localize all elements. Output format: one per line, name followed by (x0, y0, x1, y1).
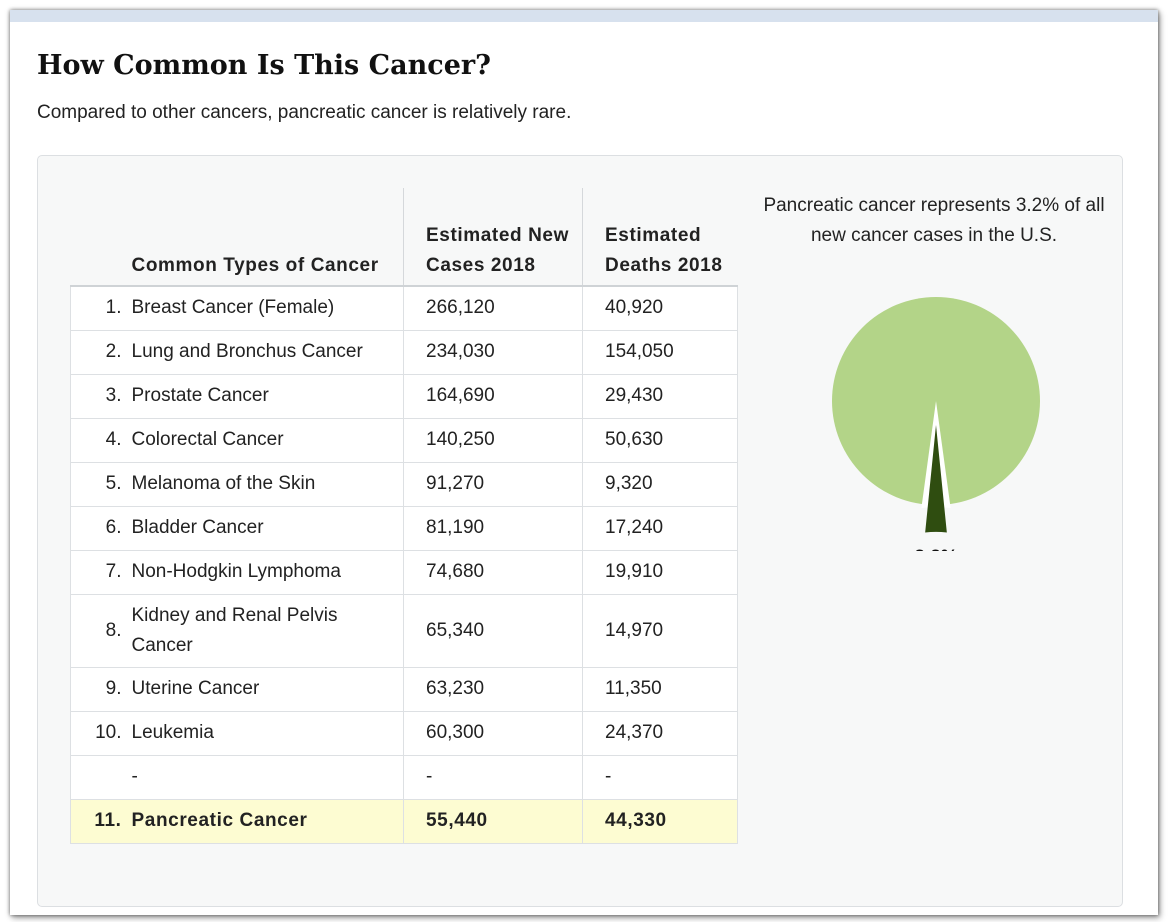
row-deaths: 24,370 (582, 710, 738, 756)
row-cancer-type: - (129, 754, 404, 800)
row-cancer-type: Melanoma of the Skin (129, 461, 404, 507)
row-new-cases: 234,030 (403, 329, 583, 375)
row-deaths: 154,050 (582, 329, 738, 375)
row-new-cases: 81,190 (403, 505, 583, 551)
row-new-cases: 55,440 (403, 798, 583, 844)
row-new-cases: 164,690 (403, 373, 583, 419)
section-subtitle: Compared to other cancers, pancreatic ca… (37, 102, 572, 123)
row-cancer-type: Bladder Cancer (129, 505, 404, 551)
row-new-cases: 63,230 (403, 666, 583, 712)
row-cancer-type: Uterine Cancer (129, 666, 404, 712)
row-new-cases: 74,680 (403, 549, 583, 595)
row-rank: 7. (70, 549, 130, 595)
table-row: 1. Breast Cancer (Female) 266,120 40,920 (70, 285, 738, 331)
header-rank (70, 188, 130, 287)
header-deaths: Estimated Deaths 2018 (582, 188, 738, 287)
row-new-cases: 65,340 (403, 593, 583, 668)
table-row: 9. Uterine Cancer 63,230 11,350 (70, 666, 738, 712)
pie-chart-container: Pancreatic cancer represents 3.2% of all… (760, 191, 1108, 551)
page-frame: How Common Is This Cancer? Compared to o… (10, 10, 1158, 915)
header-new-cases: Estimated New Cases 2018 (403, 188, 583, 287)
row-deaths: 19,910 (582, 549, 738, 595)
row-cancer-type: Kidney and Renal Pelvis Cancer (129, 593, 404, 668)
row-cancer-type: Lung and Bronchus Cancer (129, 329, 404, 375)
row-deaths: - (582, 754, 738, 800)
row-cancer-type: Leukemia (129, 710, 404, 756)
row-new-cases: 140,250 (403, 417, 583, 463)
chart-caption: Pancreatic cancer represents 3.2% of all… (763, 195, 1105, 246)
table-row: 5. Melanoma of the Skin 91,270 9,320 (70, 461, 738, 507)
row-new-cases: 60,300 (403, 710, 583, 756)
row-deaths: 44,330 (582, 798, 738, 844)
table-row: 7. Non-Hodgkin Lymphoma 74,680 19,910 (70, 549, 738, 595)
table-row: 8. Kidney and Renal Pelvis Cancer 65,340… (70, 593, 738, 668)
row-new-cases: 266,120 (403, 285, 583, 331)
top-strip (10, 10, 1158, 22)
table-row: 4. Colorectal Cancer 140,250 50,630 (70, 417, 738, 463)
row-cancer-type: Prostate Cancer (129, 373, 404, 419)
row-cancer-type: Breast Cancer (Female) (129, 285, 404, 331)
row-rank: 8. (70, 593, 130, 668)
row-deaths: 11,350 (582, 666, 738, 712)
table-row: 3. Prostate Cancer 164,690 29,430 (70, 373, 738, 419)
pie-slice-pancreatic (925, 425, 947, 533)
statistics-panel: Common Types of Cancer Estimated New Cas… (37, 155, 1123, 907)
row-rank: 6. (70, 505, 130, 551)
row-deaths: 50,630 (582, 417, 738, 463)
row-new-cases: - (403, 754, 583, 800)
row-cancer-type: Pancreatic Cancer (129, 798, 404, 844)
header-cancer-type: Common Types of Cancer (129, 188, 404, 287)
row-rank: 4. (70, 417, 130, 463)
row-deaths: 17,240 (582, 505, 738, 551)
table-header-row: Common Types of Cancer Estimated New Cas… (70, 188, 738, 287)
table-row: 10. Leukemia 60,300 24,370 (70, 710, 738, 756)
table-row: 6. Bladder Cancer 81,190 17,240 (70, 505, 738, 551)
row-rank: 11. (70, 798, 130, 844)
pie-chart: 3.2% (832, 297, 1040, 551)
row-deaths: 9,320 (582, 461, 738, 507)
pie-slice-label: 3.2% (914, 547, 957, 551)
table-row-highlighted: 11. Pancreatic Cancer 55,440 44,330 (70, 798, 738, 844)
table-row-separator: - - - (70, 754, 738, 800)
row-deaths: 14,970 (582, 593, 738, 668)
row-cancer-type: Colorectal Cancer (129, 417, 404, 463)
row-rank: 5. (70, 461, 130, 507)
row-rank (70, 754, 130, 800)
row-deaths: 29,430 (582, 373, 738, 419)
row-deaths: 40,920 (582, 285, 738, 331)
row-rank: 3. (70, 373, 130, 419)
row-rank: 1. (70, 285, 130, 331)
row-rank: 10. (70, 710, 130, 756)
cancer-statistics-table: Common Types of Cancer Estimated New Cas… (70, 188, 738, 844)
section-title: How Common Is This Cancer? (37, 50, 491, 81)
table-row: 2. Lung and Bronchus Cancer 234,030 154,… (70, 329, 738, 375)
row-new-cases: 91,270 (403, 461, 583, 507)
row-rank: 2. (70, 329, 130, 375)
row-cancer-type: Non-Hodgkin Lymphoma (129, 549, 404, 595)
row-rank: 9. (70, 666, 130, 712)
